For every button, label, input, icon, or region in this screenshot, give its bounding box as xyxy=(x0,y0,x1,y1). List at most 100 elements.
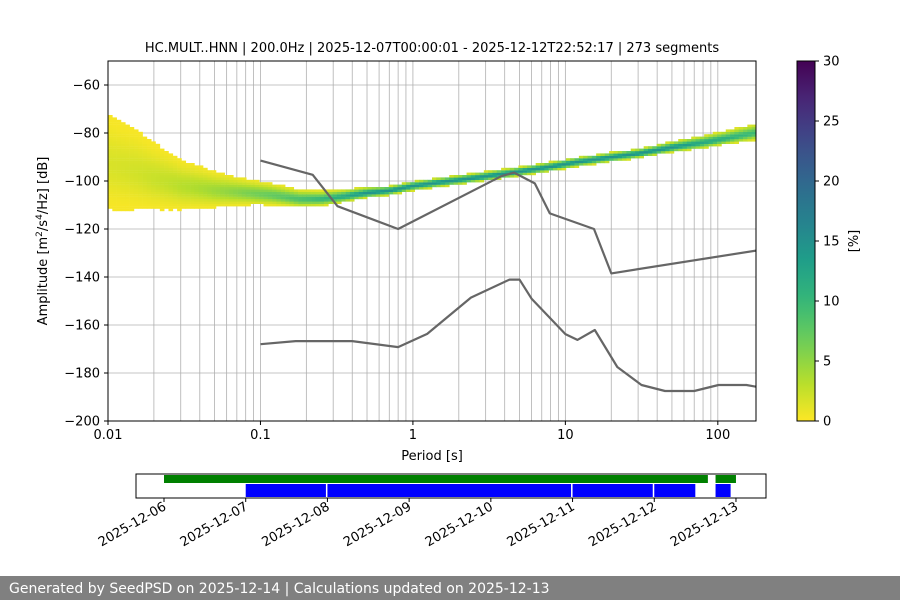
heatmap-cell xyxy=(155,201,161,204)
heatmap-cell xyxy=(462,179,467,183)
heatmap-cell xyxy=(172,187,178,190)
heatmap-cell xyxy=(721,131,727,135)
heatmap-cell xyxy=(246,189,251,192)
heatmap-cell xyxy=(142,160,148,164)
heatmap-cell xyxy=(725,129,731,132)
heatmap-cell xyxy=(181,199,187,202)
heatmap-cell xyxy=(125,129,130,132)
heatmap-cell xyxy=(678,143,683,147)
heatmap-cell xyxy=(198,179,204,183)
heatmap-cell xyxy=(613,153,619,156)
heatmap-cell xyxy=(544,170,549,173)
heatmap-cell xyxy=(151,203,156,207)
heatmap-cell xyxy=(133,184,139,188)
heatmap-cell xyxy=(635,155,640,159)
heatmap-cell xyxy=(194,175,200,178)
heatmap-cell xyxy=(108,153,113,156)
heatmap-cell xyxy=(328,194,333,197)
heatmap-cell xyxy=(220,184,225,188)
heatmap-cell xyxy=(367,194,372,197)
heatmap-cell xyxy=(138,134,143,137)
heatmap-cell xyxy=(220,196,225,200)
heatmap-cell xyxy=(133,151,139,154)
heatmap-cell xyxy=(241,187,247,190)
heatmap-cell xyxy=(540,170,545,173)
heatmap-cell xyxy=(194,203,200,207)
heatmap-cell xyxy=(224,196,230,200)
heatmap-cell xyxy=(159,163,165,166)
heatmap-cell xyxy=(112,146,117,149)
heatmap-cell xyxy=(734,131,740,135)
heatmap-cell xyxy=(717,134,722,137)
heatmap-cell xyxy=(449,175,454,178)
heatmap-cell xyxy=(302,196,308,200)
heatmap-cell xyxy=(609,158,614,161)
heatmap-cell xyxy=(168,201,174,204)
heatmap-cell xyxy=(203,199,208,202)
heatmap-cell xyxy=(133,167,139,171)
heatmap-cell xyxy=(203,206,208,209)
heatmap-cell xyxy=(384,194,390,197)
heatmap-cell xyxy=(151,206,156,209)
heatmap-cell xyxy=(159,160,165,164)
heatmap-cell xyxy=(155,143,161,147)
heatmap-cell xyxy=(371,189,377,192)
heatmap-cell xyxy=(557,167,562,171)
heatmap-cell xyxy=(289,201,295,204)
heatmap-cell xyxy=(384,189,390,192)
heatmap-cell xyxy=(129,191,135,195)
heatmap-cell xyxy=(220,177,225,180)
heatmap-cell xyxy=(142,184,148,188)
heatmap-cell xyxy=(604,160,610,164)
heatmap-cell xyxy=(220,179,225,183)
heatmap-cell xyxy=(142,172,148,176)
heatmap-cell xyxy=(548,163,554,166)
heatmap-cell xyxy=(440,184,446,188)
heatmap-cell xyxy=(544,165,549,168)
heatmap-cell xyxy=(108,151,113,154)
heatmap-cell xyxy=(311,194,316,197)
heatmap-cell xyxy=(198,199,204,202)
x-axis-ticks: 0.01 0.1 1 10 100 xyxy=(94,421,730,443)
heatmap-cell xyxy=(133,189,139,192)
heatmap-cell xyxy=(159,179,165,183)
heatmap-cell xyxy=(380,189,385,192)
heatmap-cell xyxy=(151,191,156,195)
heatmap-cell xyxy=(730,136,735,140)
heatmap-cell xyxy=(246,196,251,200)
heatmap-cell xyxy=(116,175,122,178)
timeline-tick-label: 2025-12-07 xyxy=(178,499,251,550)
heatmap-cell xyxy=(198,203,204,207)
heatmap-cell xyxy=(125,151,130,154)
heatmap-cell xyxy=(531,165,536,168)
heatmap-cell xyxy=(108,165,113,168)
heatmap-cell xyxy=(146,194,152,197)
heatmap-cell xyxy=(751,127,756,130)
heatmap-cell xyxy=(116,191,122,195)
heatmap-cell xyxy=(272,187,277,190)
heatmap-cell xyxy=(164,151,169,154)
heatmap-cell xyxy=(276,199,282,202)
heatmap-cell xyxy=(462,177,467,180)
heatmap-cell xyxy=(414,184,420,188)
heatmap-cell xyxy=(596,153,601,156)
heatmap-cell xyxy=(172,189,178,192)
heatmap-cell xyxy=(207,203,212,207)
heatmap-cell xyxy=(164,203,169,207)
heatmap-cell xyxy=(125,165,130,168)
heatmap-cell xyxy=(324,199,329,202)
heatmap-cell xyxy=(185,203,191,207)
heatmap-cell xyxy=(138,141,143,144)
heatmap-cell xyxy=(695,141,701,144)
heatmap-cell xyxy=(168,187,174,190)
heatmap-cell xyxy=(704,146,709,149)
heatmap-cell xyxy=(578,155,584,159)
heatmap-cell xyxy=(423,179,428,183)
heatmap-cell xyxy=(717,136,722,140)
heatmap-cell xyxy=(246,194,251,197)
heatmap-cell xyxy=(241,182,247,185)
heatmap-cell xyxy=(224,201,230,204)
heatmap-cell xyxy=(453,177,459,180)
heatmap-cell xyxy=(142,141,148,144)
heatmap-cell xyxy=(237,177,243,180)
